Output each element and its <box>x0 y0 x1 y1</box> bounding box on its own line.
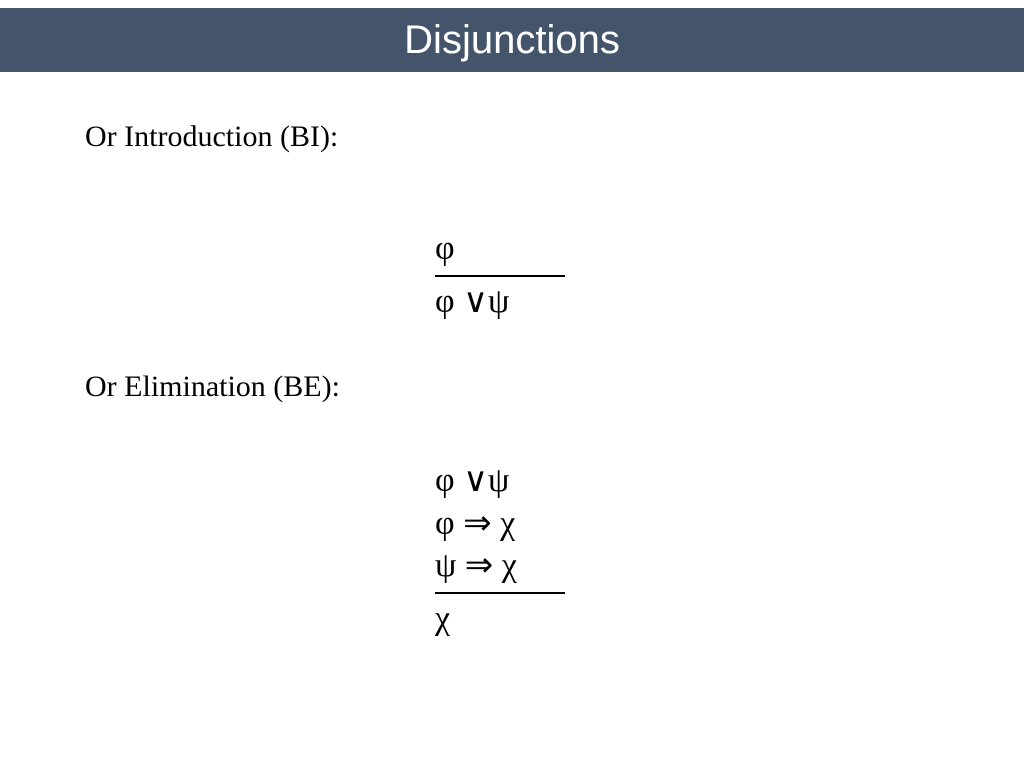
slide-title: Disjunctions <box>404 18 620 63</box>
or-introduction-rule: φ φ ∨ψ <box>435 228 565 323</box>
elim-premise-1: φ ∨ψ <box>435 460 565 503</box>
or-introduction-label: Or Introduction (BI): <box>85 120 338 154</box>
intro-conclusion: φ ∨ψ <box>435 281 565 324</box>
elim-premise-3: ψ ⇒ χ <box>435 545 565 588</box>
slide: Disjunctions Or Introduction (BI): φ φ ∨… <box>0 0 1024 768</box>
elim-premise-2: φ ⇒ χ <box>435 503 565 546</box>
title-bar: Disjunctions <box>0 8 1024 72</box>
or-elimination-label: Or Elimination (BE): <box>85 370 340 404</box>
elim-inference-line <box>435 592 565 594</box>
or-elimination-rule: φ ∨ψ φ ⇒ χ ψ ⇒ χ χ <box>435 460 565 640</box>
intro-inference-line <box>435 275 565 277</box>
elim-conclusion: χ <box>435 598 565 641</box>
intro-premise-1: φ <box>435 228 565 271</box>
